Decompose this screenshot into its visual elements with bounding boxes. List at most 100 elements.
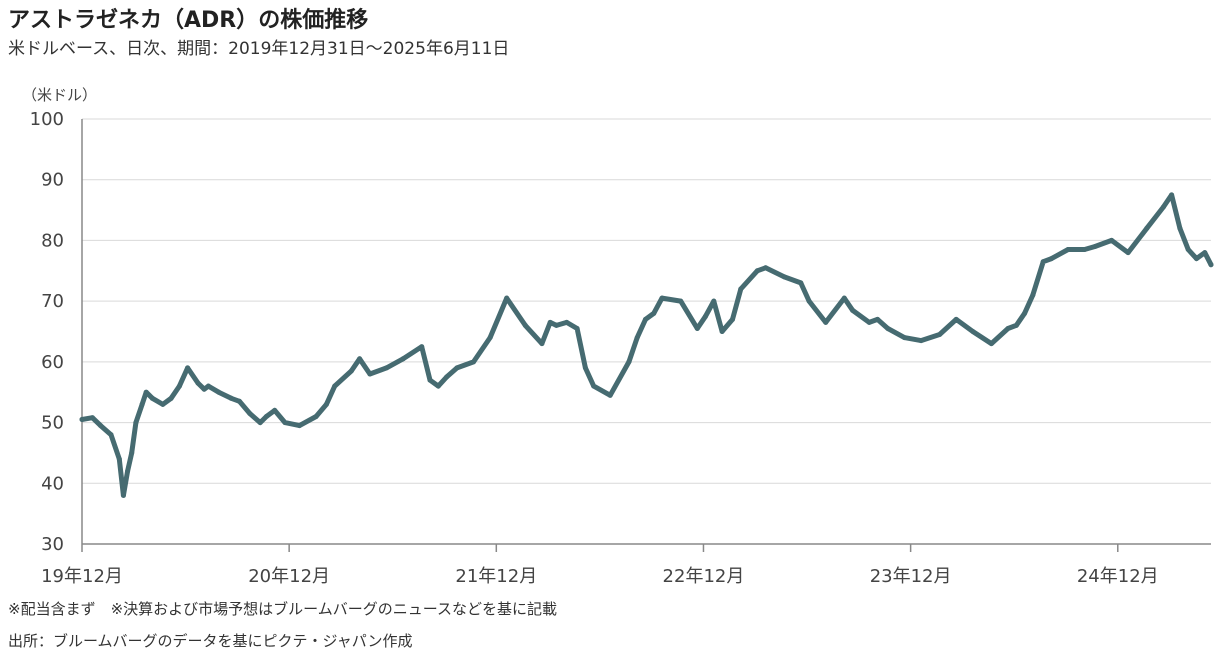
y-axis-unit-label: （米ドル）	[22, 86, 98, 104]
data-point	[781, 274, 787, 280]
chart-title: アストラゼネカ（ADR）の株価推移	[8, 8, 369, 33]
data-point	[384, 365, 389, 371]
data-point	[574, 326, 580, 331]
y-tick-label: 30	[41, 534, 64, 555]
data-point	[901, 335, 907, 341]
price-series	[79, 192, 1214, 498]
x-tick-label: 19年12月	[41, 566, 123, 587]
data-point	[937, 332, 943, 337]
data-point	[754, 268, 760, 274]
y-tick-label: 90	[41, 170, 64, 191]
data-point	[703, 313, 708, 319]
chart-subtitle: 米ドルベース、日次、期間：2019年12月31日～2025年6月11日	[8, 39, 510, 59]
data-point	[1040, 259, 1046, 265]
data-point	[823, 319, 829, 325]
x-tick-label: 23年12月	[870, 566, 952, 587]
data-point	[236, 398, 242, 404]
data-point	[332, 383, 338, 389]
data-point	[98, 423, 104, 429]
data-point	[185, 365, 191, 371]
data-point	[444, 374, 450, 380]
data-point	[798, 280, 804, 286]
data-point	[1005, 326, 1011, 331]
data-point	[1065, 247, 1071, 252]
data-point	[1169, 192, 1175, 198]
data-point	[885, 326, 891, 331]
data-point	[435, 383, 441, 389]
data-point	[634, 335, 640, 341]
data-point	[282, 420, 288, 426]
x-tick-label: 20年12月	[248, 566, 330, 587]
data-point	[419, 344, 425, 350]
data-point	[120, 492, 126, 498]
data-point	[1125, 250, 1131, 256]
data-point	[79, 417, 85, 422]
data-point	[1049, 256, 1054, 262]
data-point	[875, 316, 880, 322]
data-point	[1144, 225, 1150, 231]
data-point	[454, 365, 460, 371]
data-point	[247, 411, 253, 416]
data-point	[643, 316, 648, 322]
data-point	[1109, 237, 1115, 243]
data-point	[400, 356, 406, 362]
data-point	[313, 414, 319, 419]
data-point	[1013, 322, 1019, 328]
data-point	[471, 359, 476, 365]
data-point	[553, 322, 559, 328]
data-point	[228, 395, 234, 401]
data-point	[367, 371, 373, 377]
data-point	[678, 298, 684, 304]
data-point	[988, 341, 994, 347]
data-point	[730, 316, 735, 322]
line-chart: 30 40 50 60 70 80 90 100 19年12月 20年12月 21年12月 22年12…	[30, 109, 1214, 587]
data-point	[1092, 244, 1098, 249]
data-point	[970, 329, 976, 334]
data-point	[125, 468, 131, 474]
gridlines	[82, 118, 1211, 484]
data-point	[1177, 225, 1183, 231]
y-tick-label: 60	[41, 352, 64, 373]
data-point	[205, 383, 211, 389]
data-point	[564, 319, 570, 325]
data-point	[487, 335, 493, 341]
data-point	[160, 401, 166, 407]
data-point	[108, 432, 114, 438]
data-point	[201, 386, 207, 392]
data-point	[116, 456, 122, 462]
data-point	[133, 420, 139, 426]
y-tick-label: 80	[41, 230, 64, 251]
data-point	[763, 265, 769, 271]
data-point	[427, 377, 433, 383]
data-point	[195, 380, 201, 386]
footnote: ※配当含まず ※決算および市場予想はブルームバーグのニュースなどを基に記載	[8, 600, 557, 618]
data-point	[626, 359, 632, 365]
data-point	[953, 316, 959, 322]
data-point	[1082, 247, 1088, 252]
y-tick-label: 40	[41, 473, 64, 494]
axes	[81, 119, 1211, 552]
data-point	[1160, 204, 1166, 210]
data-point	[357, 356, 363, 362]
x-tick-label: 24年12月	[1077, 566, 1159, 587]
data-point	[323, 401, 329, 407]
data-point	[539, 341, 545, 347]
data-point	[1208, 262, 1214, 268]
source-note: 出所：ブルームバーグのデータを基にピクテ・ジャパン作成	[8, 632, 413, 650]
data-point	[651, 310, 657, 316]
y-tick-label: 70	[41, 291, 64, 312]
y-tick-label: 100	[30, 109, 64, 130]
data-point	[522, 322, 528, 328]
data-point	[841, 295, 847, 301]
tick-labels: 30 40 50 60 70 80 90 100 19年12月 20年12月 21年12月 22年12…	[30, 109, 1159, 587]
data-point	[297, 423, 302, 429]
data-point	[607, 392, 613, 398]
data-point	[216, 389, 222, 395]
data-point	[1185, 247, 1191, 252]
data-point	[129, 450, 135, 456]
data-point	[694, 326, 700, 331]
data-point	[176, 383, 182, 389]
data-point	[711, 298, 717, 304]
x-tick-label: 22年12月	[663, 566, 745, 587]
data-point	[257, 420, 263, 426]
